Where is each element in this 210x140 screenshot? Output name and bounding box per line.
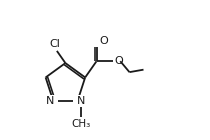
Text: Cl: Cl [50,38,61,49]
Text: O: O [114,56,123,66]
Text: N: N [77,96,85,106]
Text: O: O [99,36,108,46]
Text: N: N [45,96,54,106]
Text: CH₃: CH₃ [72,119,91,129]
